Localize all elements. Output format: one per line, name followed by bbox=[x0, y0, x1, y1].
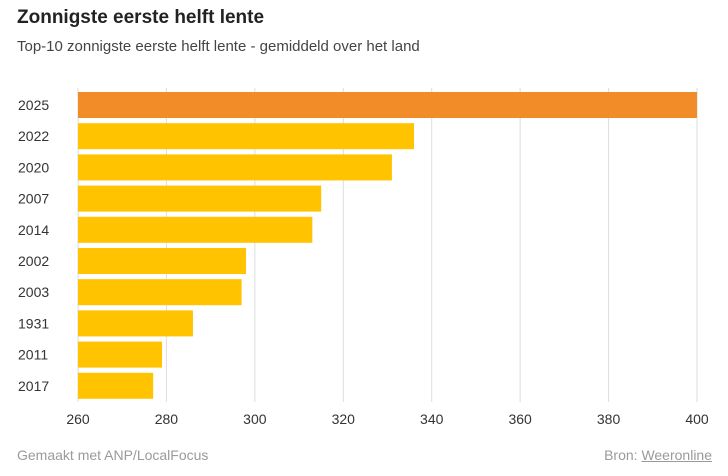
category-label: 2007 bbox=[18, 191, 49, 207]
bar-2007 bbox=[78, 185, 322, 212]
category-label: 2020 bbox=[18, 159, 49, 175]
category-label: 2022 bbox=[18, 128, 49, 144]
category-label: 2025 bbox=[18, 97, 49, 113]
x-tick-label: 340 bbox=[420, 411, 444, 427]
category-label: 2014 bbox=[18, 222, 49, 238]
x-tick-label: 280 bbox=[155, 411, 179, 427]
bar-2022 bbox=[78, 123, 415, 150]
x-tick-label: 300 bbox=[243, 411, 267, 427]
made-with-credit: Gemaakt met ANP/LocalFocus bbox=[17, 447, 209, 463]
category-label: 2011 bbox=[18, 347, 48, 363]
category-label: 2002 bbox=[18, 253, 49, 269]
source-link[interactable]: Weeronline bbox=[641, 447, 712, 463]
bar-2002 bbox=[78, 248, 247, 274]
x-tick-label: 360 bbox=[508, 411, 532, 427]
bar-2003 bbox=[78, 279, 242, 306]
bar-1931 bbox=[78, 310, 193, 337]
bar-2017 bbox=[78, 372, 154, 399]
x-tick-label: 260 bbox=[66, 411, 90, 427]
chart-subtitle: Top-10 zonnigste eerste helft lente - ge… bbox=[17, 38, 420, 55]
category-label: 2017 bbox=[18, 378, 49, 394]
x-tick-label: 320 bbox=[332, 411, 356, 427]
source-credit: Bron: Weeronline bbox=[604, 447, 712, 463]
bar-chart: 2025 2022 2020 2007 2014 2002 2003 1931 2011 2017… bbox=[18, 88, 709, 427]
x-tick-label: 380 bbox=[597, 411, 621, 427]
bar-2014 bbox=[78, 216, 313, 243]
chart-title: Zonnigste eerste helft lente bbox=[17, 7, 265, 28]
x-tick-label: 400 bbox=[685, 411, 709, 427]
category-label: 2003 bbox=[18, 284, 49, 300]
source-label: Bron: bbox=[604, 447, 638, 463]
bar-2025 bbox=[78, 92, 697, 118]
bar-2011 bbox=[78, 341, 163, 368]
category-label: 1931 bbox=[18, 315, 49, 331]
bar-2020 bbox=[78, 154, 392, 181]
